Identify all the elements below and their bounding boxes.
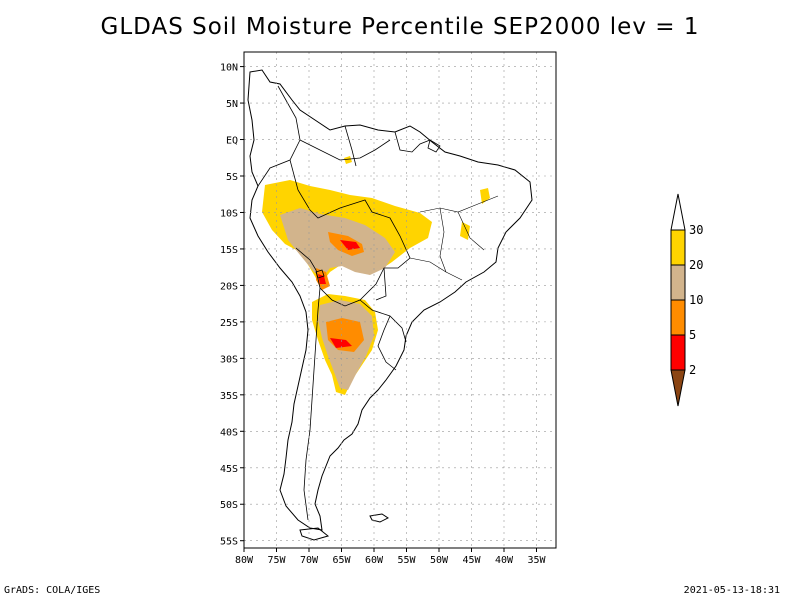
y-tick-label: EQ xyxy=(226,136,238,147)
legend-swatch xyxy=(670,299,686,336)
tierra-del-fuego xyxy=(299,527,330,541)
x-tick-label: 80W xyxy=(235,555,254,566)
y-axis-ticks: 10N 5N EQ 5S 10S 15S 20S 25S 30S 35S 40S 45S 50S 55S xyxy=(220,63,244,548)
footer-timestamp: 2021-05-13-18:31 xyxy=(683,585,780,596)
y-tick-label: 10S xyxy=(220,208,238,219)
legend-label: 30 xyxy=(689,223,703,237)
shade-5-bolivia xyxy=(340,240,360,250)
shaded-fields xyxy=(262,156,490,395)
shade-30-north xyxy=(344,156,352,164)
x-tick-label: 60W xyxy=(365,555,384,566)
shade-30-east2 xyxy=(480,188,490,204)
y-tick-label: 50S xyxy=(220,500,238,511)
x-tick-label: 35W xyxy=(527,555,546,566)
y-tick-label: 20S xyxy=(220,281,238,292)
legend-swatch xyxy=(670,334,686,371)
falkland-islands xyxy=(369,513,389,523)
y-tick-label: 5S xyxy=(226,172,238,183)
shade-30-east xyxy=(460,222,470,240)
y-tick-label: 40S xyxy=(220,427,238,438)
amazon-islands xyxy=(427,139,441,153)
lake-titicaca xyxy=(315,269,325,279)
plot-frame xyxy=(243,51,557,549)
south-america-coastline xyxy=(247,69,533,531)
x-axis-ticks: 80W 75W 70W 65W 60W 55W 50W 45W 40W 35W xyxy=(235,548,547,566)
shade-5-andes xyxy=(318,274,326,284)
legend-top-arrow xyxy=(670,193,686,231)
state-borders xyxy=(409,195,499,281)
legend-label: 10 xyxy=(689,293,703,307)
x-tick-label: 75W xyxy=(267,555,286,566)
color-legend: 30 20 10 5 2 xyxy=(670,193,703,407)
x-tick-label: 50W xyxy=(430,555,449,566)
x-tick-label: 70W xyxy=(300,555,319,566)
y-tick-label: 30S xyxy=(220,354,238,365)
legend-label: 2 xyxy=(689,363,696,377)
legend-swatch xyxy=(670,229,686,266)
legend-bottom-arrow xyxy=(670,369,686,407)
x-tick-label: 45W xyxy=(462,555,481,566)
plot-area xyxy=(244,52,556,548)
legend-label: 20 xyxy=(689,258,703,272)
x-tick-label: 40W xyxy=(495,555,514,566)
chart-title: GLDAS Soil Moisture Percentile SEP2000 l… xyxy=(100,14,700,40)
country-borders xyxy=(257,85,431,521)
y-tick-label: 25S xyxy=(220,318,238,329)
y-tick-label: 5N xyxy=(226,99,238,110)
y-tick-label: 35S xyxy=(220,391,238,402)
y-tick-label: 10N xyxy=(220,63,238,74)
legend-label: 5 xyxy=(689,328,696,342)
legend-swatch xyxy=(670,264,686,301)
y-tick-label: 55S xyxy=(220,537,238,548)
x-tick-label: 55W xyxy=(397,555,416,566)
shade-5-chaco xyxy=(330,338,352,348)
y-tick-label: 45S xyxy=(220,464,238,475)
x-tick-label: 65W xyxy=(332,555,351,566)
y-tick-label: 15S xyxy=(220,245,238,256)
footer-credit: GrADS: COLA/IGES xyxy=(4,585,101,596)
